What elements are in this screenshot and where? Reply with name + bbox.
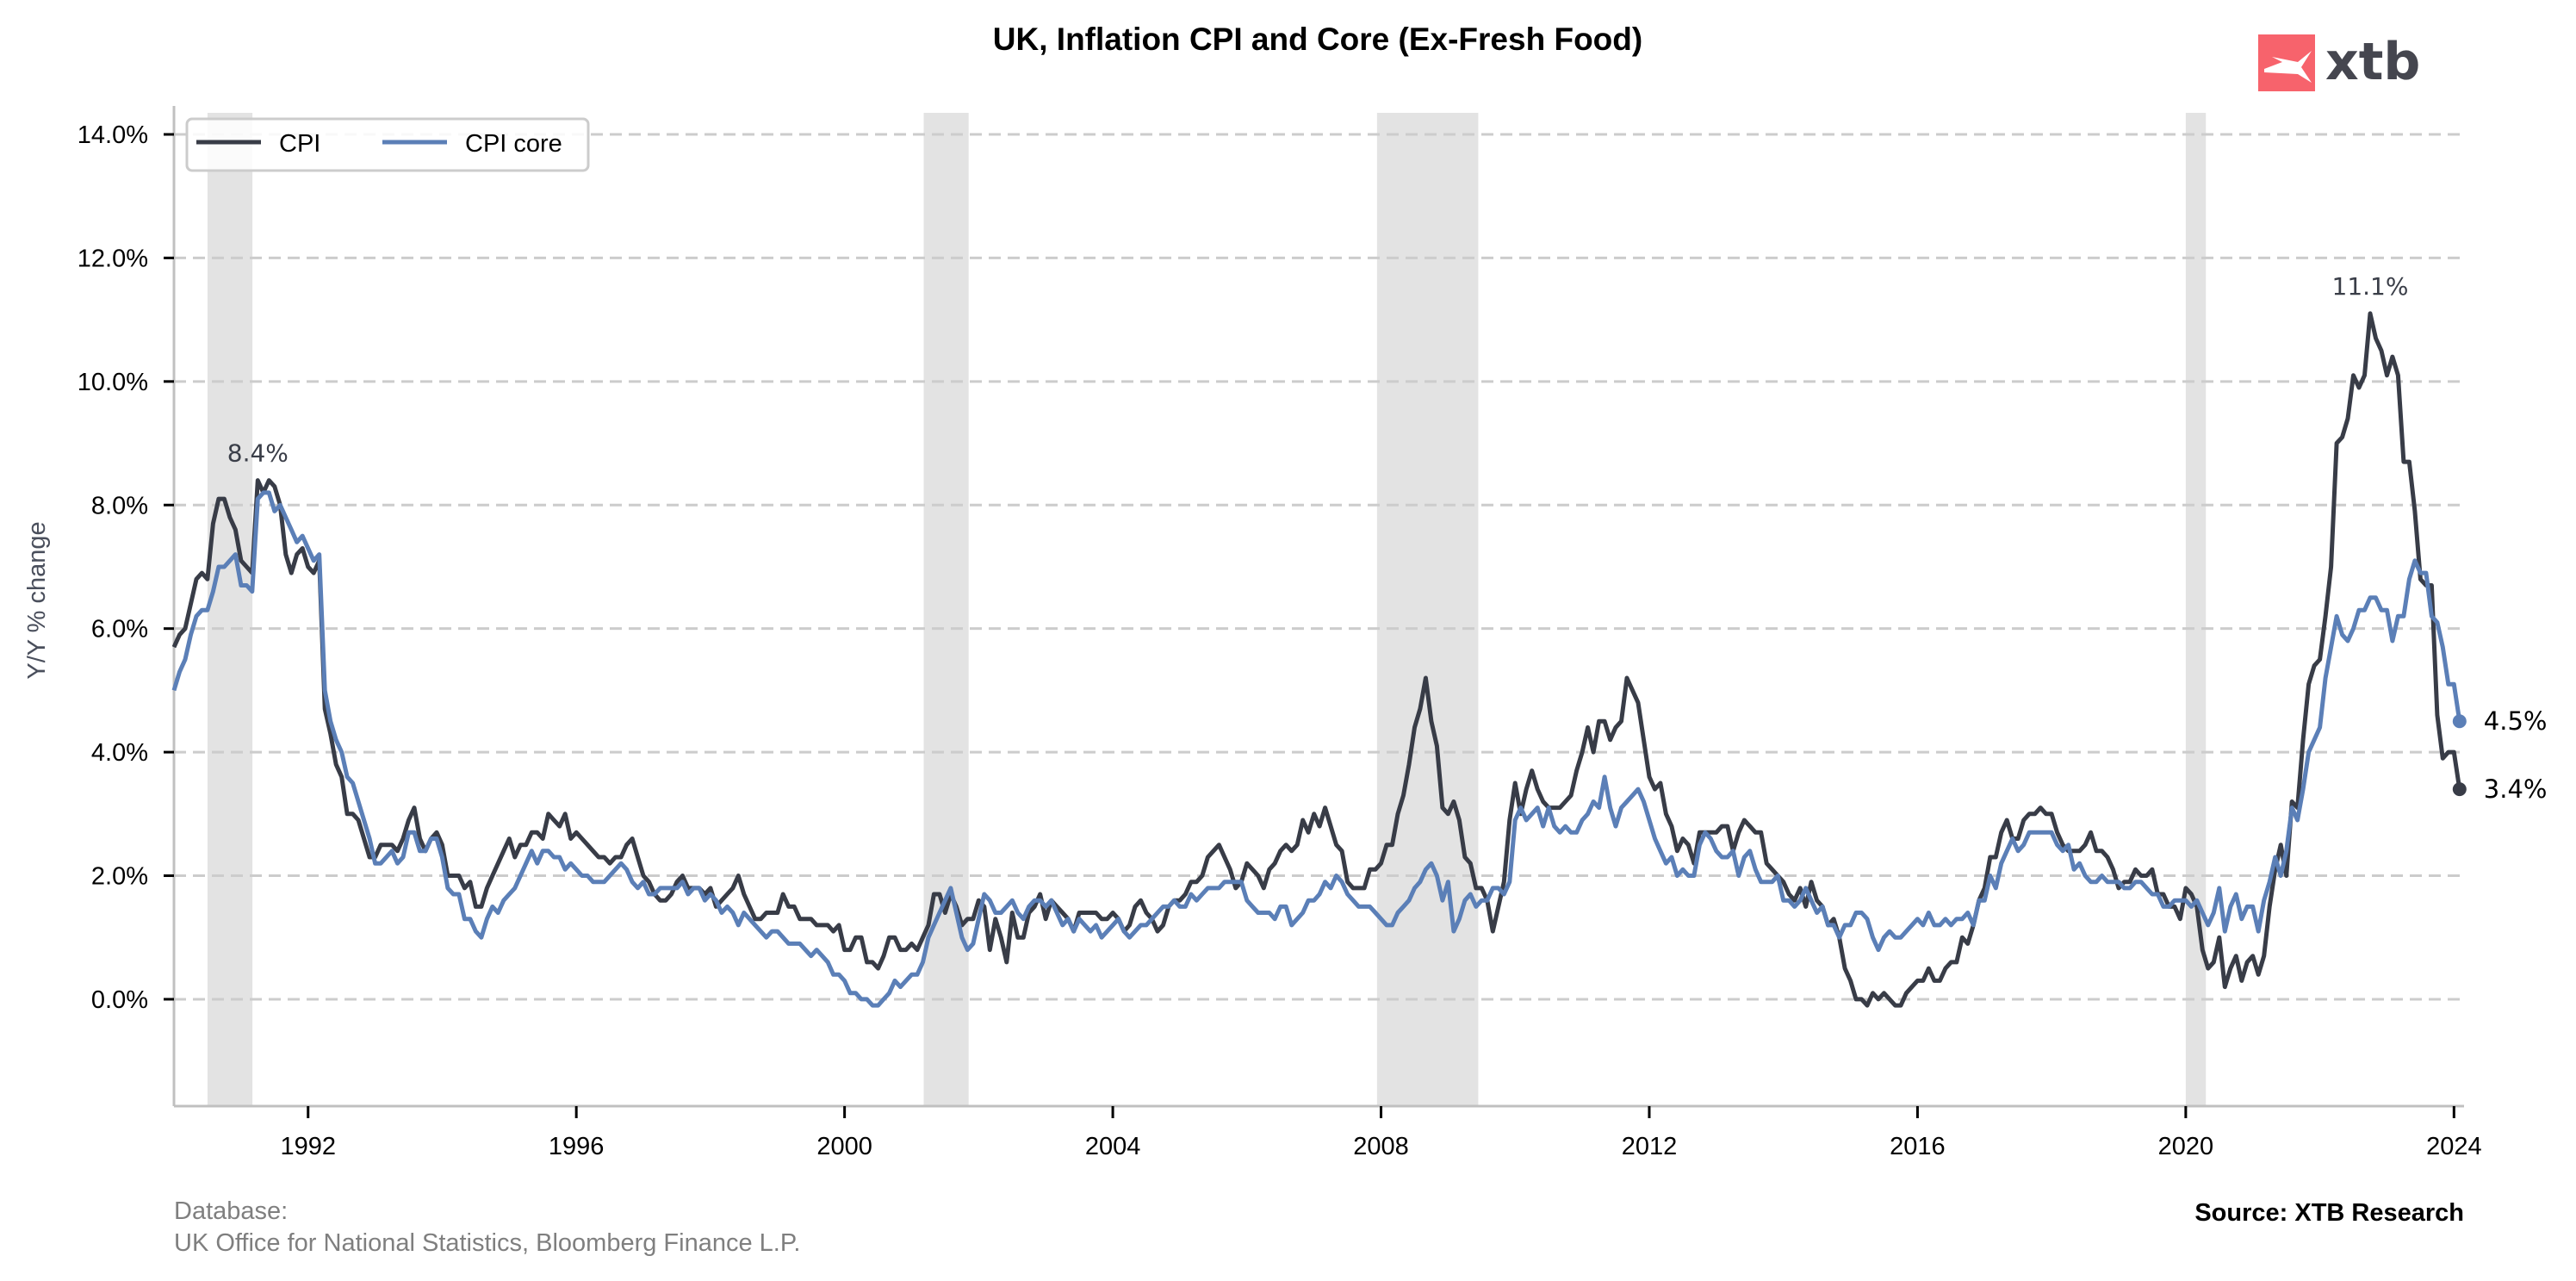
annotations: 8.4% 11.1% — [227, 272, 2409, 468]
x-tick-label: 2000 — [816, 1133, 872, 1160]
legend-label-cpi-core: CPI core — [465, 130, 562, 158]
y-tick-label: 4.0% — [91, 739, 148, 767]
x-tick-label: 2016 — [1890, 1133, 1946, 1160]
y-axis-ticks: 0.0% 2.0% 4.0% 6.0% 8.0% 10.0% 12.0% 14.0% — [78, 121, 174, 1014]
chart-title: UK, Inflation CPI and Core (Ex-Fresh Foo… — [993, 22, 1642, 57]
y-tick-label: 14.0% — [78, 121, 148, 149]
recession-bands — [207, 113, 2207, 1106]
gridlines — [174, 133, 2461, 1001]
end-point-marker — [2452, 714, 2467, 729]
legend-label-cpi: CPI — [279, 130, 320, 158]
peak-annotation: 8.4% — [227, 439, 289, 468]
x-tick-label: 2012 — [1622, 1133, 1678, 1160]
recession-band — [1376, 113, 1479, 1106]
x-tick-label: 2024 — [2426, 1133, 2482, 1160]
y-tick-label: 12.0% — [78, 245, 148, 272]
x-axis-ticks: 1992 1996 2000 2004 2008 2012 2016 2020 2024 — [280, 1106, 2482, 1160]
peak-annotation: 11.1% — [2332, 272, 2409, 301]
y-tick-label: 0.0% — [91, 986, 148, 1014]
recession-band — [923, 113, 969, 1106]
x-tick-label: 2020 — [2158, 1133, 2214, 1160]
end-value-label: 3.4% — [2484, 774, 2548, 804]
x-tick-label: 1996 — [549, 1133, 605, 1160]
recession-band — [207, 113, 253, 1106]
series-lines — [171, 311, 2462, 1008]
footer-source: Source: XTB Research — [2194, 1199, 2464, 1227]
xtb-logo-x-glyph — [2264, 51, 2312, 83]
legend-box — [185, 117, 590, 172]
y-axis-label: Y/Y % change — [23, 521, 51, 679]
x-tick-label: 2008 — [1353, 1133, 1409, 1160]
xtb-logo: xtb — [2258, 32, 2420, 92]
x-tick-label: 2004 — [1085, 1133, 1141, 1160]
y-tick-label: 10.0% — [78, 369, 148, 396]
y-tick-label: 6.0% — [91, 616, 148, 644]
end-markers: 4.5% 3.4% — [2452, 706, 2548, 804]
end-point-marker — [2452, 782, 2467, 797]
recession-band — [2185, 113, 2207, 1106]
end-value-label: 4.5% — [2484, 706, 2548, 736]
footer-database-sources: UK Office for National Statistics, Bloom… — [174, 1229, 801, 1257]
series-line-cpi — [171, 311, 2462, 1008]
series-line-cpi-core — [171, 490, 2462, 1008]
xtb-logo-text: xtb — [2325, 32, 2420, 92]
y-tick-label: 2.0% — [91, 863, 148, 891]
footer-database-label: Database: — [174, 1197, 288, 1225]
legend: CPI CPI core — [185, 117, 590, 172]
x-tick-label: 1992 — [280, 1133, 336, 1160]
y-tick-label: 8.0% — [91, 492, 148, 519]
